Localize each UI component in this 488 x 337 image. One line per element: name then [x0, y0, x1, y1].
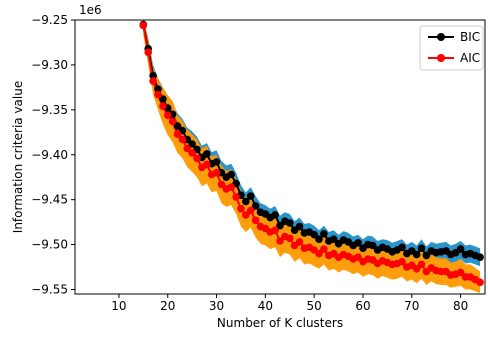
point-bic — [354, 239, 362, 247]
legend-aic-label: AIC — [460, 51, 480, 65]
x-tick-label: 70 — [404, 299, 419, 313]
point-bic — [310, 230, 319, 239]
point-bic — [412, 250, 421, 259]
point-bic — [320, 230, 328, 238]
band-aic — [143, 20, 481, 294]
point-aic — [163, 111, 172, 119]
point-bic — [212, 158, 221, 166]
point-bic — [422, 251, 431, 260]
point-bic — [246, 192, 255, 200]
x-tick-label: 20 — [160, 299, 175, 313]
point-aic — [476, 278, 484, 287]
point-aic — [139, 21, 148, 30]
point-bic — [173, 122, 182, 130]
x-tick-label: 60 — [355, 299, 370, 313]
point-aic — [217, 180, 226, 189]
x-tick-label: 40 — [258, 299, 273, 313]
point-bic — [149, 71, 157, 80]
point-aic — [178, 135, 187, 144]
point-aic — [271, 226, 279, 234]
series-markers — [139, 20, 484, 287]
point-bic — [271, 211, 279, 219]
point-aic — [456, 268, 465, 277]
point-aic — [149, 77, 157, 85]
point-bic — [368, 241, 377, 250]
point-bic — [315, 235, 323, 243]
x-tick-label: 10 — [111, 299, 126, 313]
point-aic — [286, 234, 294, 243]
y-tick-label: −9.45 — [31, 193, 68, 207]
y-tick-label: −9.25 — [31, 13, 68, 27]
point-bic — [295, 222, 304, 231]
point-aic — [320, 245, 328, 253]
point-aic — [193, 154, 201, 163]
point-aic — [188, 149, 196, 157]
axes: 10 20 30 40 50 60 70 80 −9.25 −9.30 −9.35 −9.40 −9.4… — [31, 13, 486, 313]
point-aic — [242, 211, 250, 219]
point-aic — [212, 168, 221, 177]
point-aic — [144, 48, 152, 57]
x-tick-label: 30 — [209, 299, 224, 313]
point-bic — [242, 197, 250, 206]
point-bic — [188, 140, 196, 148]
point-aic — [183, 144, 192, 153]
confidence-bands — [143, 20, 481, 294]
point-aic — [232, 193, 240, 201]
legend-bic-label: BIC — [460, 30, 480, 44]
point-aic — [154, 90, 162, 99]
legend-aic-marker — [437, 54, 445, 62]
x-axis-label: Number of K clusters — [217, 316, 343, 330]
axes-frame — [74, 19, 486, 295]
point-aic — [246, 206, 255, 215]
y-tick-label: −9.30 — [31, 58, 68, 72]
point-bic — [417, 244, 426, 252]
point-bic — [203, 150, 211, 158]
point-bic — [227, 170, 235, 179]
point-aic — [276, 237, 284, 245]
point-aic — [354, 253, 362, 261]
y-tick-label: −9.40 — [31, 148, 68, 162]
point-bic — [159, 95, 167, 103]
point-aic — [315, 249, 323, 258]
point-aic — [251, 216, 260, 225]
point-aic — [237, 204, 245, 213]
axis-scale-label: 1e6 — [79, 3, 102, 17]
point-bic — [476, 253, 484, 261]
y-tick-label: −9.50 — [31, 238, 68, 252]
point-aic — [168, 117, 177, 126]
point-aic — [295, 238, 304, 246]
point-bic — [251, 202, 260, 210]
x-tick-label: 80 — [453, 299, 468, 313]
point-bic — [456, 245, 465, 253]
y-tick-label: −9.55 — [31, 283, 68, 297]
point-aic — [159, 102, 167, 110]
x-tick-label: 50 — [307, 299, 322, 313]
point-aic — [173, 130, 182, 138]
point-bic — [329, 235, 338, 243]
point-aic — [398, 257, 406, 266]
point-aic — [227, 183, 235, 191]
legend-bic-marker — [437, 33, 445, 41]
point-aic — [417, 260, 426, 269]
legend: BIC AIC — [419, 25, 484, 71]
point-bic — [398, 243, 406, 252]
point-aic — [203, 160, 211, 169]
point-bic — [154, 85, 162, 93]
y-tick-label: −9.35 — [31, 103, 68, 117]
point-bic — [276, 221, 284, 230]
y-axis-label: Information criteria value — [11, 81, 25, 233]
point-bic — [286, 219, 294, 227]
point-aic — [412, 265, 421, 273]
